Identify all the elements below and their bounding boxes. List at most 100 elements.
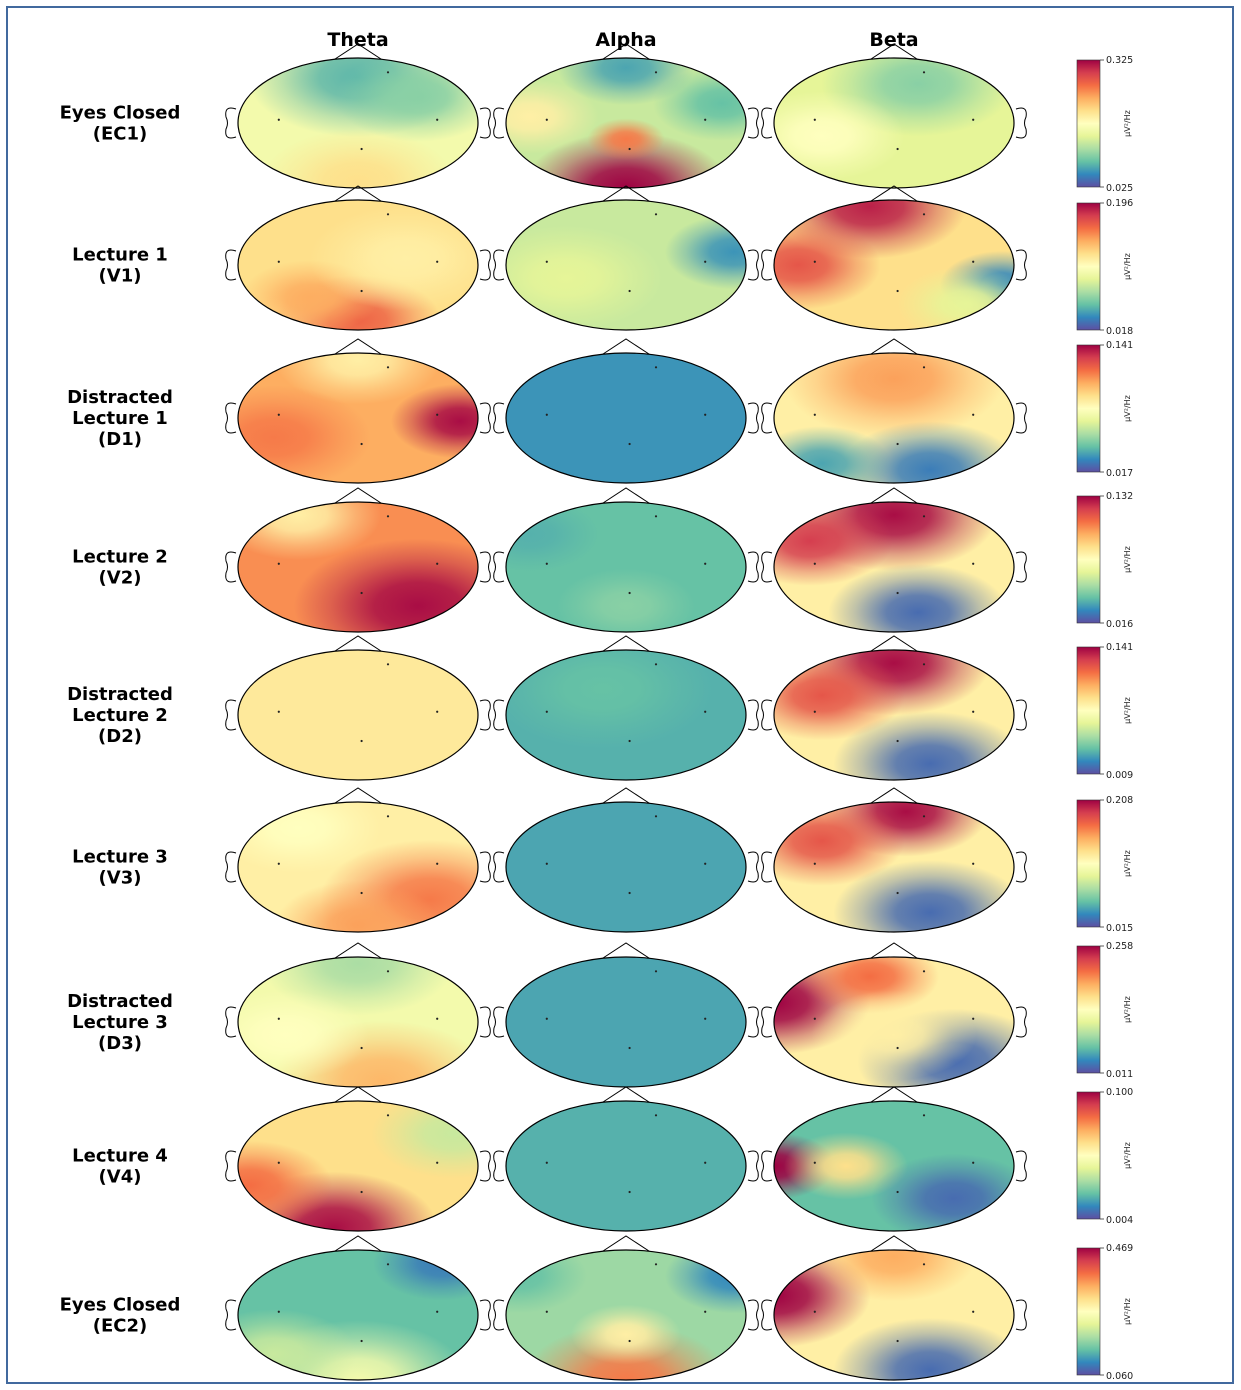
topomap-alpha	[494, 339, 759, 483]
electrode-marker	[704, 1018, 706, 1020]
electrode-marker	[897, 148, 899, 150]
right-ear-outline	[748, 1007, 758, 1037]
column-title-beta: Beta	[869, 29, 918, 51]
topomap-alpha	[494, 943, 759, 1087]
electrode-marker	[278, 261, 280, 263]
electrode-marker	[897, 290, 899, 292]
electrode-marker	[655, 71, 657, 73]
power-field	[238, 200, 503, 365]
electrode-marker	[923, 970, 925, 972]
left-ear-outline	[226, 1151, 236, 1181]
colorbar-min-label: 0.011	[1106, 1069, 1133, 1080]
left-ear-outline	[226, 403, 236, 433]
electrode-marker	[923, 71, 925, 73]
colorbar-gradient	[1077, 800, 1100, 927]
electrode-marker	[655, 815, 657, 817]
electrode-marker	[387, 366, 389, 368]
row-label: (EC1)	[93, 124, 147, 145]
power-field	[461, 497, 746, 643]
electrode-marker	[814, 261, 816, 263]
row-label: Lecture 3	[72, 1012, 168, 1033]
colorbar-max-label: 0.325	[1106, 55, 1133, 66]
electrode-marker	[278, 711, 280, 713]
colorbar-min-label: 0.015	[1106, 923, 1133, 934]
electrode-marker	[629, 443, 631, 445]
electrode-marker	[278, 1018, 280, 1020]
electrode-marker	[814, 1018, 816, 1020]
right-ear-outline	[748, 403, 758, 433]
left-ear-outline	[762, 403, 772, 433]
right-ear-outline	[480, 1300, 490, 1330]
electrode-marker	[704, 1311, 706, 1313]
electrode-marker	[387, 970, 389, 972]
left-ear-outline	[762, 1151, 772, 1181]
electrode-marker	[361, 443, 363, 445]
power-field	[506, 353, 746, 483]
colorbar-max-label: 0.258	[1106, 941, 1133, 952]
left-ear-outline	[226, 108, 236, 138]
electrode-marker	[436, 1311, 438, 1313]
left-ear-outline	[226, 552, 236, 582]
electrode-marker	[361, 1191, 363, 1193]
topomap-beta	[739, 611, 1026, 816]
electrode-marker	[387, 1263, 389, 1265]
electrode-marker	[546, 261, 548, 263]
electrode-marker	[546, 563, 548, 565]
colorbar-unit-label: μV²/Hz	[1123, 697, 1132, 724]
colorbar-max-label: 0.141	[1106, 642, 1133, 653]
electrode-marker	[387, 663, 389, 665]
row-label: Eyes Closed	[60, 1295, 181, 1316]
row-label: Lecture 2	[72, 705, 168, 726]
row-label: Lecture 4	[72, 1146, 168, 1167]
electrode-marker	[436, 1018, 438, 1020]
electrode-marker	[436, 563, 438, 565]
electrode-marker	[629, 1047, 631, 1049]
topomap-beta	[727, 459, 1026, 661]
electrode-marker	[436, 1162, 438, 1164]
electrode-marker	[923, 663, 925, 665]
left-ear-outline	[762, 700, 772, 730]
row-label: (D3)	[98, 1033, 142, 1054]
electrode-marker	[972, 1018, 974, 1020]
left-ear-outline	[226, 700, 236, 730]
row-label: (V1)	[99, 266, 142, 287]
topomap-theta	[215, 783, 540, 970]
electrode-marker	[436, 119, 438, 121]
electrode-marker	[655, 970, 657, 972]
right-ear-outline	[748, 852, 758, 882]
topomap-alpha	[449, 1236, 803, 1390]
colorbar-min-label: 0.060	[1106, 1371, 1133, 1382]
electrode-marker	[655, 213, 657, 215]
electrode-marker	[897, 592, 899, 594]
left-ear-outline	[494, 852, 504, 882]
electrode-marker	[387, 515, 389, 517]
row-label: (V3)	[99, 868, 142, 889]
colorbar: 0.1960.018μV²/Hz	[1077, 198, 1133, 337]
power-field	[712, 1101, 1037, 1243]
electrode-marker	[972, 863, 974, 865]
colorbar-unit-label: μV²/Hz	[1123, 1298, 1132, 1325]
power-field	[215, 783, 540, 970]
colorbar-unit-label: μV²/Hz	[1123, 395, 1132, 422]
left-ear-outline	[762, 108, 772, 138]
colorbar: 0.2080.015μV²/Hz	[1077, 795, 1133, 934]
electrode-marker	[436, 863, 438, 865]
electrode-marker	[361, 740, 363, 742]
electrode-marker	[629, 148, 631, 150]
topomap-beta	[739, 32, 1026, 188]
electrode-marker	[972, 1162, 974, 1164]
electrode-marker	[629, 1191, 631, 1193]
electrode-marker	[361, 1047, 363, 1049]
electrode-marker	[814, 563, 816, 565]
topomap-beta	[712, 1087, 1037, 1243]
right-ear-outline	[480, 700, 490, 730]
topomap-theta	[215, 470, 542, 673]
colorbar-max-label: 0.141	[1106, 340, 1133, 351]
row-label: Eyes Closed	[60, 103, 181, 124]
electrode-marker	[278, 563, 280, 565]
electrode-marker	[629, 592, 631, 594]
topomap-theta	[191, 1226, 511, 1390]
right-ear-outline	[748, 250, 758, 280]
right-ear-outline	[1016, 1300, 1026, 1330]
electrode-marker	[436, 261, 438, 263]
